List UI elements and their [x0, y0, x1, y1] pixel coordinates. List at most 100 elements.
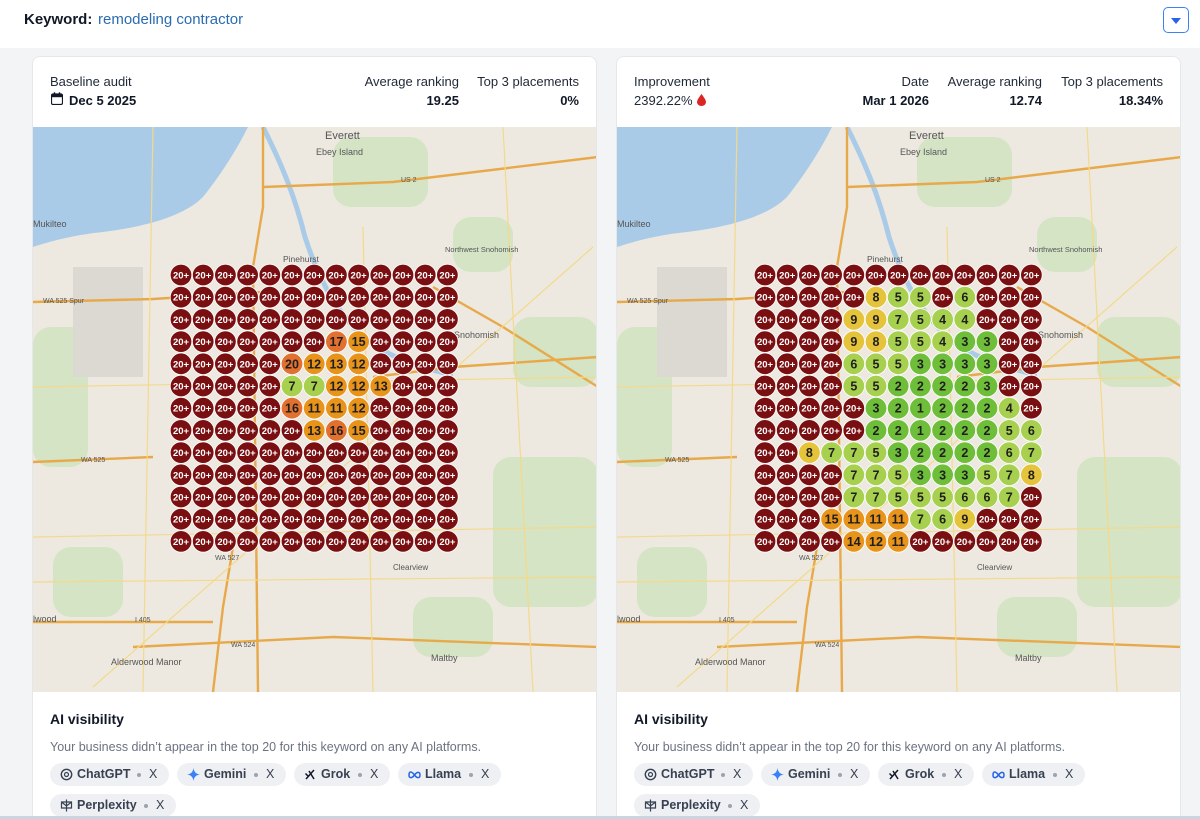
rank-marker[interactable]: 15: [820, 508, 843, 531]
rank-marker[interactable]: 3: [931, 352, 954, 376]
rank-marker[interactable]: 20+: [998, 308, 1021, 331]
rank-marker[interactable]: 20+: [775, 485, 799, 509]
rank-marker[interactable]: 2: [953, 419, 977, 442]
rank-marker[interactable]: 20+: [280, 308, 304, 331]
rank-marker[interactable]: 20+: [1020, 397, 1043, 420]
rank-marker[interactable]: 20+: [753, 285, 777, 309]
rank-marker[interactable]: 2: [931, 419, 954, 442]
rank-marker[interactable]: 20+: [169, 397, 193, 420]
rank-marker[interactable]: 3: [975, 352, 999, 376]
rank-marker[interactable]: 20+: [931, 530, 954, 553]
rank-marker[interactable]: 20+: [303, 508, 326, 531]
rank-marker[interactable]: 3: [887, 441, 910, 464]
rank-marker[interactable]: 20+: [214, 308, 237, 331]
rank-marker[interactable]: 20+: [214, 330, 237, 353]
rank-marker[interactable]: 4: [953, 308, 977, 331]
rank-marker[interactable]: 20+: [775, 285, 799, 309]
rank-marker[interactable]: 20+: [303, 463, 326, 487]
rank-marker[interactable]: 16: [280, 397, 304, 420]
rank-marker[interactable]: 7: [280, 374, 304, 398]
rank-marker[interactable]: 2: [887, 374, 910, 398]
rank-marker[interactable]: 20+: [798, 285, 821, 309]
rank-marker[interactable]: 20+: [775, 263, 799, 287]
rank-marker[interactable]: 20+: [414, 485, 437, 509]
rank-marker[interactable]: 20+: [280, 263, 304, 287]
rank-marker[interactable]: 20+: [214, 441, 237, 464]
rank-marker[interactable]: 20+: [820, 308, 843, 331]
rank-marker[interactable]: 20+: [798, 397, 821, 420]
rank-marker[interactable]: 20+: [753, 441, 777, 464]
rank-marker[interactable]: 20+: [191, 441, 215, 464]
rank-marker[interactable]: 20+: [842, 263, 866, 287]
rank-marker[interactable]: 20+: [258, 508, 282, 531]
rank-marker[interactable]: 20+: [798, 485, 821, 509]
rank-marker[interactable]: 20+: [975, 285, 999, 309]
rank-marker[interactable]: 12: [303, 352, 326, 376]
rank-marker[interactable]: 2: [953, 441, 977, 464]
rank-marker[interactable]: 20+: [820, 485, 843, 509]
rank-marker[interactable]: 5: [887, 485, 910, 509]
rank-marker[interactable]: 20+: [798, 352, 821, 376]
rank-marker[interactable]: 8: [864, 285, 888, 309]
rank-grid-map[interactable]: Everett Ebey Island US 2 Mukilteo Pinehurst N…: [33, 127, 597, 692]
rank-marker[interactable]: 20+: [998, 285, 1021, 309]
rank-marker[interactable]: 20+: [414, 508, 437, 531]
keyword-dropdown-button[interactable]: [1163, 7, 1189, 33]
rank-marker[interactable]: 20+: [391, 352, 415, 376]
rank-marker[interactable]: 20+: [436, 285, 459, 309]
rank-marker[interactable]: 2: [909, 374, 932, 398]
rank-marker[interactable]: 9: [953, 508, 977, 531]
rank-marker[interactable]: 6: [1020, 419, 1043, 442]
rank-marker[interactable]: 20+: [214, 419, 237, 442]
rank-marker[interactable]: 20+: [325, 508, 348, 531]
rank-marker[interactable]: 20+: [798, 530, 821, 553]
rank-marker[interactable]: 3: [909, 463, 932, 487]
rank-marker[interactable]: 20+: [753, 330, 777, 353]
rank-marker[interactable]: 20+: [775, 374, 799, 398]
rank-marker[interactable]: 20+: [820, 530, 843, 553]
rank-marker[interactable]: 2: [909, 441, 932, 464]
rank-marker[interactable]: 20+: [347, 263, 370, 287]
rank-marker[interactable]: 11: [842, 508, 866, 531]
rank-marker[interactable]: 20+: [887, 263, 910, 287]
rank-marker[interactable]: 11: [864, 508, 888, 531]
rank-marker[interactable]: 20+: [436, 352, 459, 376]
rank-marker[interactable]: 20+: [391, 419, 415, 442]
rank-marker[interactable]: 5: [887, 285, 910, 309]
rank-marker[interactable]: 1: [909, 419, 932, 442]
rank-marker[interactable]: 7: [909, 508, 932, 531]
rank-marker[interactable]: 20+: [191, 485, 215, 509]
rank-marker[interactable]: 20+: [998, 508, 1021, 531]
rank-marker[interactable]: 3: [953, 463, 977, 487]
rank-marker[interactable]: 8: [798, 441, 821, 464]
rank-marker[interactable]: 20+: [236, 530, 259, 553]
rank-marker[interactable]: 20+: [258, 441, 282, 464]
rank-marker[interactable]: 20+: [369, 285, 393, 309]
rank-marker[interactable]: 20+: [414, 263, 437, 287]
rank-marker[interactable]: 20+: [842, 397, 866, 420]
rank-marker[interactable]: 20+: [214, 463, 237, 487]
rank-marker[interactable]: 20+: [775, 352, 799, 376]
rank-marker[interactable]: 20+: [191, 397, 215, 420]
rank-marker[interactable]: 20+: [236, 419, 259, 442]
rank-marker[interactable]: 7: [1020, 441, 1043, 464]
rank-marker[interactable]: 20+: [842, 419, 866, 442]
rank-marker[interactable]: 20+: [236, 308, 259, 331]
rank-marker[interactable]: 20+: [169, 419, 193, 442]
rank-marker[interactable]: 3: [975, 330, 999, 353]
rank-marker[interactable]: 20+: [753, 485, 777, 509]
rank-marker[interactable]: 4: [931, 330, 954, 353]
rank-marker[interactable]: 5: [887, 463, 910, 487]
rank-marker[interactable]: 20+: [325, 263, 348, 287]
rank-marker[interactable]: 7: [842, 463, 866, 487]
rank-marker[interactable]: 20+: [414, 397, 437, 420]
rank-marker[interactable]: 20+: [931, 263, 954, 287]
rank-marker[interactable]: 20+: [414, 441, 437, 464]
rank-marker[interactable]: 9: [864, 308, 888, 331]
rank-marker[interactable]: 6: [842, 352, 866, 376]
rank-marker[interactable]: 20+: [347, 308, 370, 331]
rank-marker[interactable]: 5: [864, 441, 888, 464]
rank-marker[interactable]: 20+: [975, 530, 999, 553]
rank-marker[interactable]: 20+: [258, 285, 282, 309]
rank-marker[interactable]: 20+: [1020, 374, 1043, 398]
